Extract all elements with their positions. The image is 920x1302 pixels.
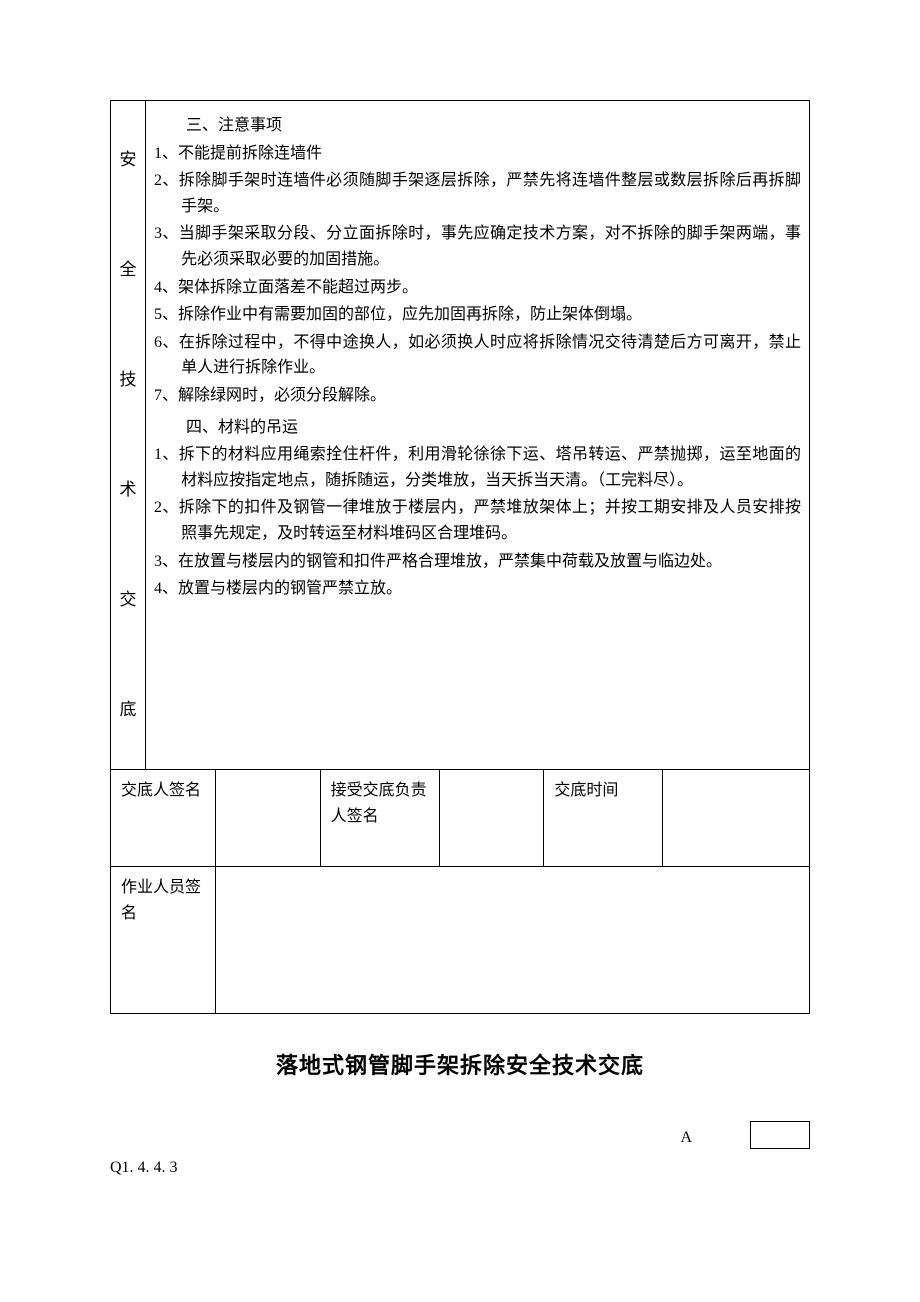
vertical-char: 全 — [119, 246, 136, 294]
vertical-label-cell: 安 全 技 术 交 底 — [111, 101, 146, 770]
footer-area: A Q1. 4. 4. 3 — [110, 1125, 810, 1195]
receiver-value — [439, 770, 544, 867]
time-label: 交底时间 — [544, 770, 663, 867]
worker-label: 作业人员签名 — [111, 867, 216, 1014]
section-3-item: 7、解除绿网时，必须分段解除。 — [154, 383, 801, 409]
vertical-char: 底 — [119, 686, 136, 734]
section-4-item: 4、放置与楼层内的钢管严禁立放。 — [154, 576, 801, 602]
document-page: 安 全 技 术 交 底 三、注意事项 1、不能提前拆除连墙件 2、拆除脚手架时连… — [0, 0, 920, 1255]
content-cell: 三、注意事项 1、不能提前拆除连墙件 2、拆除脚手架时连墙件必须随脚手架逐层拆除… — [145, 101, 809, 770]
worker-signature-row: 作业人员签名 — [111, 867, 810, 1014]
section-4-item: 2、拆除下的扣件及钢管一律堆放于楼层内，严禁堆放架体上；并按工期安排及人员安排按… — [154, 495, 801, 546]
section-3-item: 1、不能提前拆除连墙件 — [154, 141, 801, 167]
signature-row: 交底人签名 接受交底负责人签名 交底时间 — [111, 770, 810, 867]
signer-label: 交底人签名 — [111, 770, 216, 867]
vertical-char: 安 — [119, 136, 136, 184]
section-3-item: 6、在拆除过程中，不得中途换人，如必须换人时应将拆除情况交待清楚后方可离开，禁止… — [154, 330, 801, 381]
main-table: 安 全 技 术 交 底 三、注意事项 1、不能提前拆除连墙件 2、拆除脚手架时连… — [110, 100, 810, 1014]
footer-box — [750, 1121, 810, 1149]
worker-value — [215, 867, 809, 1014]
section-4-title: 四、材料的吊运 — [154, 415, 801, 441]
section-3-item: 5、拆除作业中有需要加固的部位，应先加固再拆除，防止架体倒塌。 — [154, 302, 801, 328]
section-4-item: 3、在放置与楼层内的钢管和扣件严格合理堆放，严禁集中荷载及放置与临边处。 — [154, 549, 801, 575]
receiver-label: 接受交底负责人签名 — [320, 770, 439, 867]
vertical-char: 技 — [119, 356, 136, 404]
section-3-item: 2、拆除脚手架时连墙件必须随脚手架逐层拆除，严禁先将连墙件整层或数层拆除后再拆脚… — [154, 168, 801, 219]
footer-letter: A — [680, 1125, 692, 1151]
section-4-item: 1、拆下的材料应用绳索拴住杆件，利用滑轮徐徐下运、塔吊转运、严禁抛掷，运至地面的… — [154, 442, 801, 493]
document-title: 落地式钢管脚手架拆除安全技术交底 — [110, 1048, 810, 1083]
section-3-item: 4、架体拆除立面落差不能超过两步。 — [154, 275, 801, 301]
section-3-item: 3、当脚手架采取分段、分立面拆除时，事先应确定技术方案，对不拆除的脚手架两端，事… — [154, 221, 801, 272]
time-value — [663, 770, 810, 867]
footer-code: Q1. 4. 4. 3 — [110, 1155, 178, 1181]
vertical-label: 安 全 技 术 交 底 — [113, 101, 143, 769]
signer-value — [215, 770, 320, 867]
section-3-title: 三、注意事项 — [154, 113, 801, 139]
vertical-char: 术 — [119, 466, 136, 514]
content-row: 安 全 技 术 交 底 三、注意事项 1、不能提前拆除连墙件 2、拆除脚手架时连… — [111, 101, 810, 770]
vertical-char: 交 — [119, 576, 136, 624]
